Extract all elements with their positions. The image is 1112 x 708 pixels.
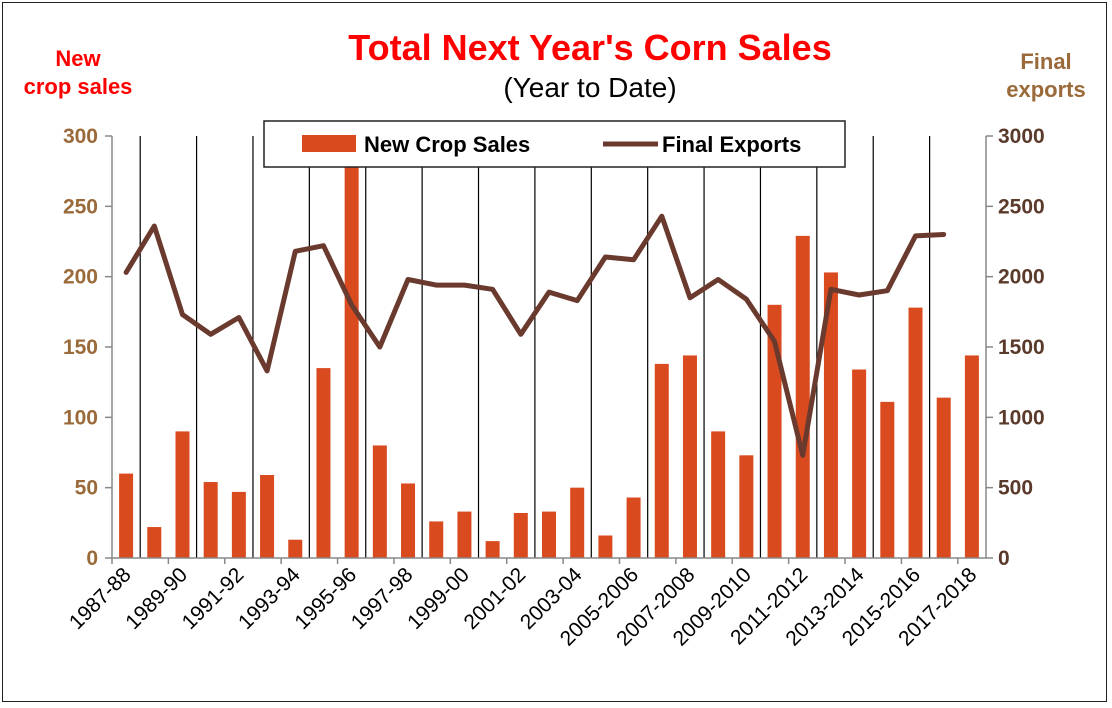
bar-new-crop-sales xyxy=(485,541,500,558)
vertical-gridlines xyxy=(139,136,931,558)
bar-new-crop-sales xyxy=(880,401,895,558)
final-exports-line xyxy=(123,213,947,458)
bar-new-crop-sales xyxy=(908,307,923,558)
bar-new-crop-sales xyxy=(936,397,951,558)
x-ticks: 1987-881989-901991-921993-941995-961997-… xyxy=(65,563,982,651)
left-tick-label: 100 xyxy=(63,406,98,429)
bar-new-crop-sales xyxy=(401,483,416,558)
right-axis-label-line1: Final xyxy=(1020,49,1071,74)
bar-new-crop-sales xyxy=(231,491,246,558)
right-y-ticks: 0 500 1000 1500 2000 2500 3000 xyxy=(998,125,1045,570)
x-tick-label: 1999-00 xyxy=(403,563,474,634)
left-tick-label: 200 xyxy=(63,266,98,289)
bar-new-crop-sales xyxy=(260,475,275,558)
bar-new-crop-sales xyxy=(570,487,585,558)
bar-new-crop-sales xyxy=(852,369,867,558)
x-tick-label: 1997-98 xyxy=(347,563,418,634)
final-exports-line-group xyxy=(123,213,947,458)
x-tick-label: 1987-88 xyxy=(65,563,136,634)
right-tick-label: 2500 xyxy=(998,195,1045,218)
left-tick-label: 150 xyxy=(63,336,98,359)
bar-new-crop-sales xyxy=(316,368,331,558)
right-tick-label: 2000 xyxy=(998,266,1045,289)
right-tick-label: 0 xyxy=(998,547,1010,570)
left-tick-label: 250 xyxy=(63,195,98,218)
chart-subtitle: (Year to Date) xyxy=(503,72,676,103)
x-tick-label: 1989-90 xyxy=(121,563,192,634)
bar-new-crop-sales xyxy=(513,512,528,558)
bar-new-crop-sales xyxy=(288,539,303,558)
bar-new-crop-sales xyxy=(542,511,556,558)
legend: New Crop Sales Final Exports xyxy=(263,120,846,168)
bar-new-crop-sales xyxy=(626,497,641,558)
new-crop-sales-bars xyxy=(119,136,979,558)
bar-new-crop-sales xyxy=(429,521,444,558)
right-tick-label: 3000 xyxy=(998,125,1045,148)
bar-new-crop-sales xyxy=(119,473,134,558)
bar-new-crop-sales xyxy=(654,363,669,558)
left-axis-label-line2: crop sales xyxy=(24,74,133,99)
right-axis-label-line2: exports xyxy=(1006,77,1085,102)
bar-new-crop-sales xyxy=(372,445,387,558)
bar-new-crop-sales xyxy=(823,272,838,558)
bar-new-crop-sales xyxy=(682,355,697,558)
legend-box xyxy=(263,120,846,168)
bar-new-crop-sales xyxy=(598,535,613,558)
bar-new-crop-sales xyxy=(711,431,726,558)
left-tick-label: 50 xyxy=(75,477,98,500)
left-tick-label: 300 xyxy=(63,125,98,148)
legend-label-new-crop-sales: New Crop Sales xyxy=(364,132,530,157)
bar-new-crop-sales xyxy=(457,511,472,558)
axes xyxy=(105,135,993,564)
x-tick-label: 1995-96 xyxy=(290,563,361,634)
x-tick-label: 1991-92 xyxy=(178,563,249,634)
legend-label-final-exports: Final Exports xyxy=(662,132,801,157)
bar-new-crop-sales xyxy=(203,482,218,558)
x-tick-label: 2001-02 xyxy=(460,563,531,634)
bar-new-crop-sales xyxy=(344,136,359,558)
left-y-ticks: 0 50 100 150 200 250 300 xyxy=(63,125,98,570)
right-tick-label: 500 xyxy=(998,477,1033,500)
bar-new-crop-sales xyxy=(175,431,190,558)
bar-new-crop-sales xyxy=(964,355,979,558)
legend-swatch-new-crop-sales xyxy=(302,135,356,152)
chart-title: Total Next Year's Corn Sales xyxy=(348,27,831,68)
x-tick-label: 1993-94 xyxy=(234,563,305,634)
left-tick-label: 0 xyxy=(86,547,98,570)
bar-new-crop-sales xyxy=(795,235,810,558)
right-tick-label: 1000 xyxy=(998,406,1045,429)
left-axis-label-line1: New xyxy=(55,46,101,71)
bar-new-crop-sales xyxy=(739,455,754,558)
right-tick-label: 1500 xyxy=(998,336,1045,359)
bar-new-crop-sales xyxy=(767,304,782,558)
bar-new-crop-sales xyxy=(147,527,162,558)
